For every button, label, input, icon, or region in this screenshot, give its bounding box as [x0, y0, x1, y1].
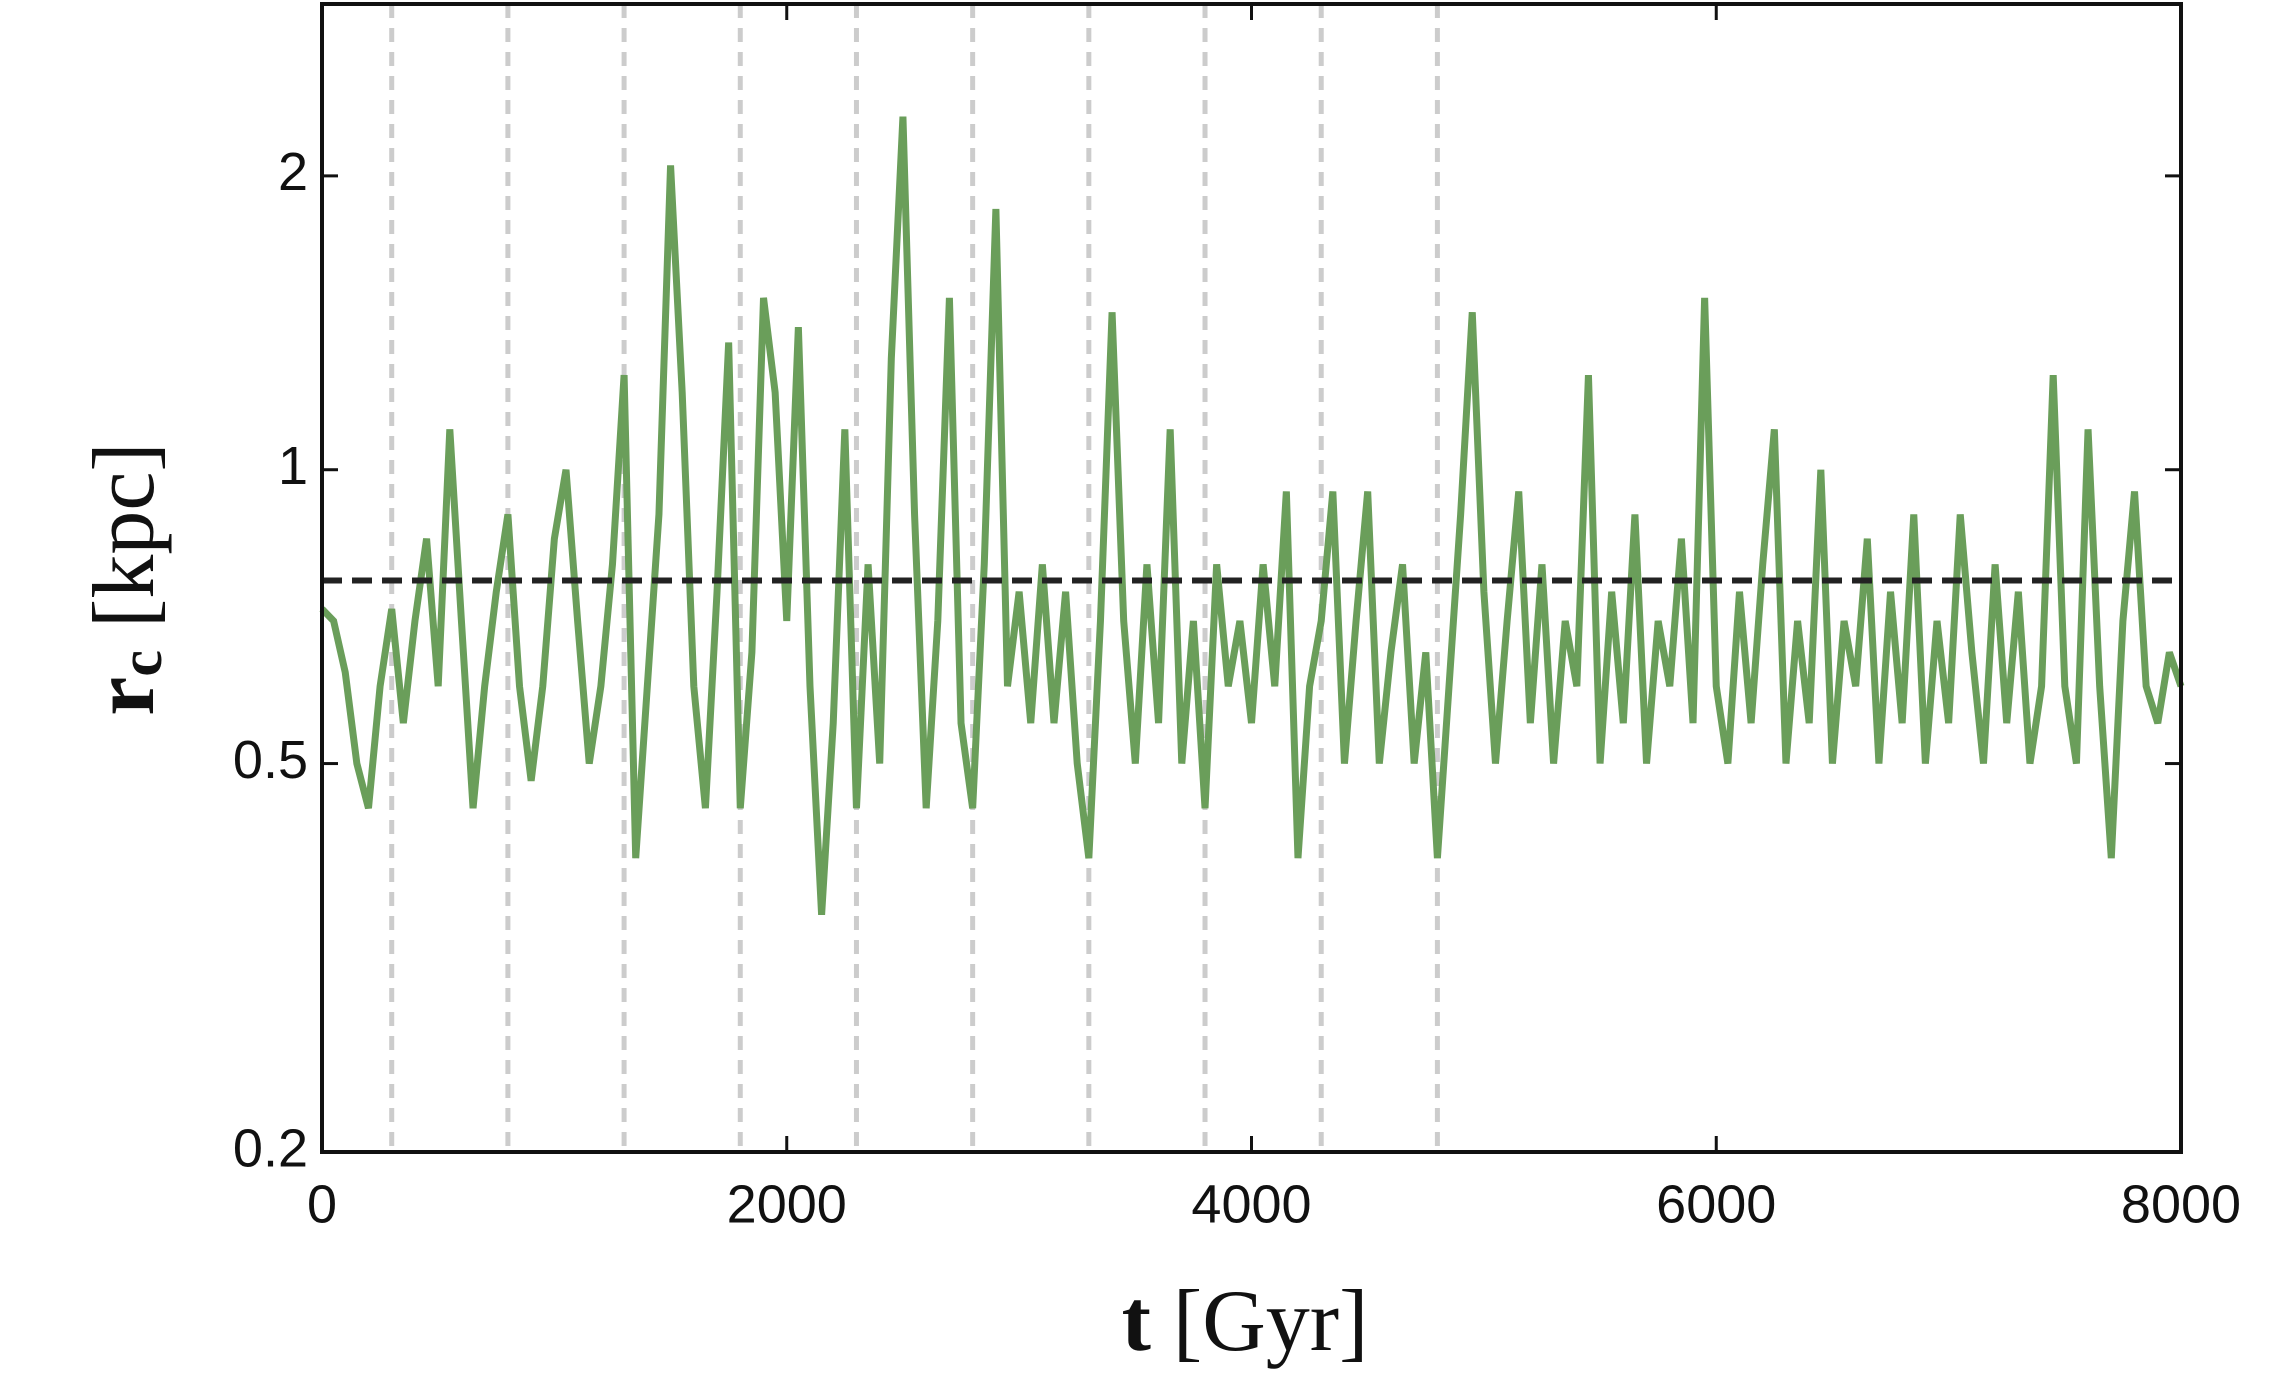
y-axis-label: rc [kpc]	[76, 442, 187, 715]
x-tick-label: 8000	[2121, 1174, 2241, 1234]
x-tick-label: 4000	[1191, 1174, 1311, 1234]
x-axis-label: t [Gyr]	[1122, 1273, 1369, 1370]
y-tick-label: 0.5	[233, 730, 308, 790]
x-tick-label: 2000	[727, 1174, 847, 1234]
y-tick-label: 2	[278, 142, 308, 202]
x-tick-label: 0	[307, 1174, 337, 1234]
y-tick-label: 0.2	[233, 1118, 308, 1178]
data-line	[319, 116, 2185, 915]
y-tick-label: 1	[278, 436, 308, 496]
x-tick-label: 6000	[1656, 1174, 1776, 1234]
